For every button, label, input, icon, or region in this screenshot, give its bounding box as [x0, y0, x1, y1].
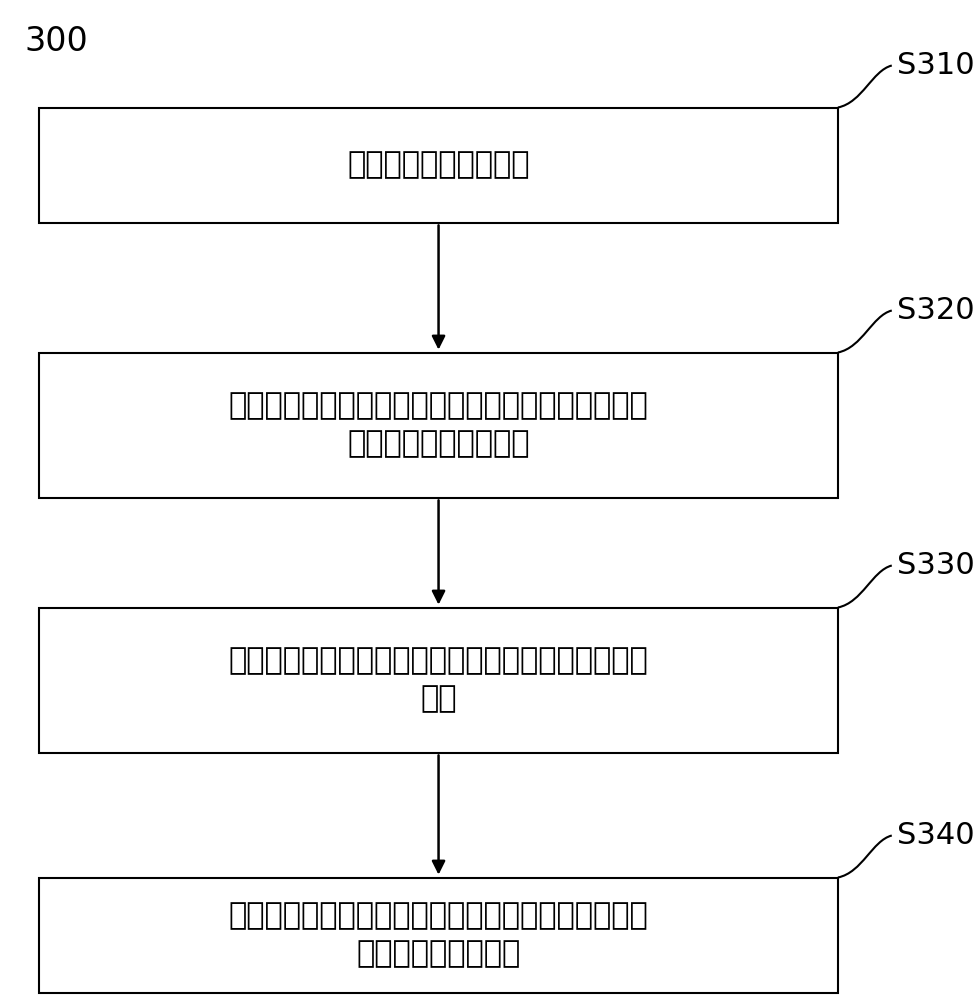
Text: S330: S330 — [897, 551, 975, 580]
FancyBboxPatch shape — [39, 353, 838, 498]
Text: 与样本数据的尺度参数: 与样本数据的尺度参数 — [347, 430, 530, 459]
Text: 基于目标聚类中心对样本数据进行聚类处理，得到车: 基于目标聚类中心对样本数据进行聚类处理，得到车 — [228, 902, 649, 930]
Text: S340: S340 — [897, 821, 975, 850]
FancyBboxPatch shape — [39, 608, 838, 752]
Text: S310: S310 — [897, 51, 975, 80]
Text: 中心: 中心 — [420, 684, 457, 714]
Text: 基于样本数据，确定样本数据的属性特征的目标权重: 基于样本数据，确定样本数据的属性特征的目标权重 — [228, 391, 649, 420]
FancyBboxPatch shape — [39, 107, 838, 223]
Text: 基于目标权重与尺度参数，确定样本数据的目标聚类: 基于目标权重与尺度参数，确定样本数据的目标聚类 — [228, 647, 649, 676]
FancyBboxPatch shape — [39, 878, 838, 992]
Text: 300: 300 — [24, 25, 88, 58]
Text: 获取车联网的样本数据: 获取车联网的样本数据 — [347, 150, 530, 180]
Text: S320: S320 — [897, 296, 975, 325]
Text: 联网数据的聚类结果: 联网数据的聚类结果 — [357, 940, 520, 968]
